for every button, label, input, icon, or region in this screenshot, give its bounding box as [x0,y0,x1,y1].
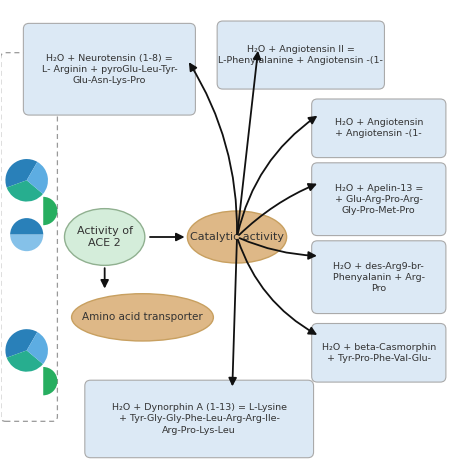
Wedge shape [43,197,57,225]
Text: H₂O + des-Arg9-br-
Phenyalanin + Arg-
Pro: H₂O + des-Arg9-br- Phenyalanin + Arg- Pr… [333,262,425,293]
Ellipse shape [187,211,287,263]
Wedge shape [7,180,43,201]
Wedge shape [10,218,43,235]
Wedge shape [5,329,37,358]
Text: Catalytic activity: Catalytic activity [190,232,284,242]
Text: H₂O + Angiotensin
+ Angiotensin -(1-: H₂O + Angiotensin + Angiotensin -(1- [335,118,423,138]
FancyBboxPatch shape [217,21,384,89]
Text: H₂O + Angiotensin II =
L-Phenylalanine + Angiotensin -(1-: H₂O + Angiotensin II = L-Phenylalanine +… [219,45,383,65]
Ellipse shape [64,209,145,265]
FancyBboxPatch shape [85,380,314,458]
Wedge shape [7,350,43,372]
Wedge shape [27,162,48,194]
Text: Amino acid transporter: Amino acid transporter [82,312,203,322]
Text: H₂O + Apelin-13 =
+ Glu-Arg-Pro-Arg-
Gly-Pro-Met-Pro: H₂O + Apelin-13 = + Glu-Arg-Pro-Arg- Gly… [335,183,423,215]
Text: H₂O + Dynorphin A (1-13) = L-Lysine
+ Tyr-Gly-Gly-Phe-Leu-Arg-Arg-Ile-
Arg-Pro-L: H₂O + Dynorphin A (1-13) = L-Lysine + Ty… [112,403,287,435]
Wedge shape [43,367,57,395]
Ellipse shape [72,294,213,341]
FancyBboxPatch shape [312,323,446,382]
FancyBboxPatch shape [312,99,446,157]
Text: Activity of
ACE 2: Activity of ACE 2 [77,226,133,248]
Text: H₂O + Neurotensin (1-8) =
L- Arginin + pyroGlu-Leu-Tyr-
Glu-Asn-Lys-Pro: H₂O + Neurotensin (1-8) = L- Arginin + p… [42,54,177,85]
Text: H₂O + beta-Casmorphin
+ Tyr-Pro-Phe-Val-Glu-: H₂O + beta-Casmorphin + Tyr-Pro-Phe-Val-… [322,343,436,363]
Wedge shape [5,159,37,188]
Wedge shape [27,332,48,364]
FancyBboxPatch shape [312,163,446,236]
FancyBboxPatch shape [312,241,446,314]
Wedge shape [10,235,43,251]
FancyBboxPatch shape [23,23,195,115]
